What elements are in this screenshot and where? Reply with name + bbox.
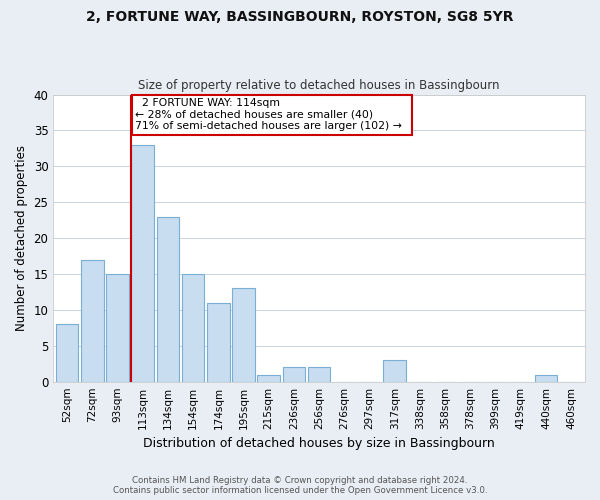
Text: 2, FORTUNE WAY, BASSINGBOURN, ROYSTON, SG8 5YR: 2, FORTUNE WAY, BASSINGBOURN, ROYSTON, S… <box>86 10 514 24</box>
Bar <box>232 288 255 382</box>
Bar <box>283 368 305 382</box>
Text: 2 FORTUNE WAY: 114sqm
← 28% of detached houses are smaller (40)
71% of semi-deta: 2 FORTUNE WAY: 114sqm ← 28% of detached … <box>135 98 409 132</box>
Bar <box>56 324 79 382</box>
Bar <box>207 302 230 382</box>
Y-axis label: Number of detached properties: Number of detached properties <box>15 145 28 331</box>
Bar <box>535 374 557 382</box>
Bar <box>81 260 104 382</box>
Text: Contains HM Land Registry data © Crown copyright and database right 2024.
Contai: Contains HM Land Registry data © Crown c… <box>113 476 487 495</box>
Bar <box>106 274 129 382</box>
X-axis label: Distribution of detached houses by size in Bassingbourn: Distribution of detached houses by size … <box>143 437 495 450</box>
Bar <box>383 360 406 382</box>
Bar <box>257 374 280 382</box>
Bar <box>131 145 154 382</box>
Bar <box>308 368 331 382</box>
Title: Size of property relative to detached houses in Bassingbourn: Size of property relative to detached ho… <box>139 79 500 92</box>
Bar <box>182 274 205 382</box>
Bar <box>157 216 179 382</box>
